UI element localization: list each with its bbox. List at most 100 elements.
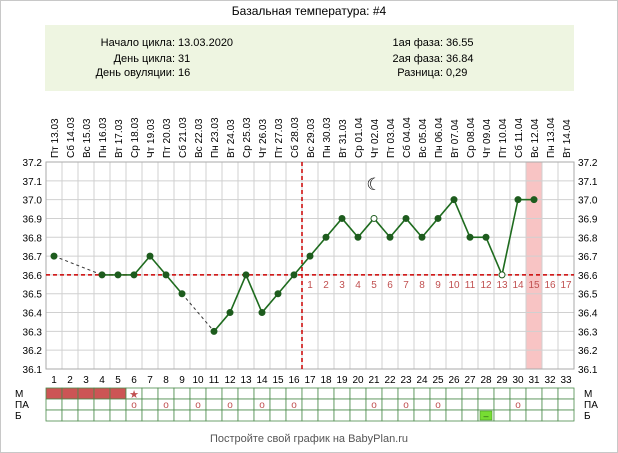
temperature-segment xyxy=(421,217,439,238)
temperature-segment xyxy=(229,274,247,313)
ovulation-day-value: 16 xyxy=(178,67,191,79)
b-row-cell xyxy=(557,409,575,422)
day-label: 32 xyxy=(544,375,556,386)
menses-row-cell xyxy=(189,387,207,400)
day-label: 12 xyxy=(224,375,236,386)
day-label: 5 xyxy=(115,375,121,386)
menses-row-cell xyxy=(285,387,303,400)
b-row-cell xyxy=(61,409,79,422)
menses-row-cell xyxy=(109,387,127,400)
date-label: Ср 18.03 xyxy=(130,117,141,158)
temperature-segment-dashed xyxy=(53,255,103,276)
temperature-segment xyxy=(485,236,503,276)
date-label: Чт 09.04 xyxy=(482,119,493,158)
date-label: Пн 30.03 xyxy=(322,117,333,158)
diff-label: Разница: xyxy=(397,67,443,79)
y-tick-label-left: 36.4 xyxy=(23,309,43,320)
b-row-cell xyxy=(141,409,159,422)
date-label: Вт 24.03 xyxy=(226,119,237,158)
date-label: Сб 11.04 xyxy=(513,118,525,158)
temperature-point xyxy=(466,233,474,241)
menses-row-cell xyxy=(157,387,175,400)
pa-row-cell xyxy=(525,398,543,411)
menses-row-cell xyxy=(461,387,479,400)
y-tick-label-right: 36.5 xyxy=(578,290,598,301)
luteal-day-label: 9 xyxy=(435,280,441,291)
day-label: 22 xyxy=(384,375,396,386)
menses-row-cell xyxy=(429,387,447,400)
y-tick-label-right: 36.1 xyxy=(578,365,598,376)
luteal-day-label: 6 xyxy=(387,280,393,291)
y-tick-label-left: 37.1 xyxy=(23,177,43,188)
temperature-point xyxy=(178,290,186,298)
day-label: 3 xyxy=(83,375,89,386)
b-row-cell xyxy=(301,409,319,422)
menses-row-cell xyxy=(477,387,495,400)
day-label: 9 xyxy=(179,375,185,386)
pa-row-cell xyxy=(269,398,287,411)
temperature-point xyxy=(242,271,250,279)
pa-row-cell xyxy=(333,398,351,411)
day-label: 30 xyxy=(512,375,524,386)
temperature-point xyxy=(98,271,106,279)
luteal-day-label: 11 xyxy=(465,280,476,291)
day-label: 21 xyxy=(368,375,380,386)
day-label: 6 xyxy=(131,375,137,386)
menses-row-cell xyxy=(445,387,463,400)
b-marker xyxy=(479,410,493,421)
row-label-right: Б xyxy=(584,411,591,422)
temperature-point xyxy=(146,252,154,260)
date-label: Вт 07.04 xyxy=(450,119,461,158)
b-row-cell xyxy=(333,409,351,422)
temperature-point xyxy=(322,233,330,241)
b-row-cell xyxy=(157,409,175,422)
luteal-day-label: 14 xyxy=(512,280,524,291)
day-label: 33 xyxy=(560,375,572,386)
moon-icon: ☾ xyxy=(366,175,381,194)
luteal-day-label: 3 xyxy=(339,280,345,291)
temperature-segment xyxy=(309,236,327,257)
pa-marker: o xyxy=(515,400,521,411)
plot-border xyxy=(45,161,575,370)
y-tick-label-left: 36.8 xyxy=(23,233,43,244)
menses-row-cell xyxy=(349,387,367,400)
temperature-point xyxy=(130,271,138,279)
y-tick-label-right: 37.2 xyxy=(578,158,598,169)
day-label: 13 xyxy=(240,375,252,386)
y-tick-label-right: 36.4 xyxy=(578,309,598,320)
b-row-cell xyxy=(349,409,367,422)
b-row-cell xyxy=(269,409,287,422)
menses-row-cell xyxy=(253,387,271,400)
temperature-point xyxy=(290,271,298,279)
y-tick-label-right: 37.1 xyxy=(578,177,598,188)
day-label: 26 xyxy=(448,375,460,386)
temperature-point xyxy=(162,271,170,279)
temperature-segment xyxy=(133,255,151,276)
menses-row-cell xyxy=(61,387,79,400)
date-label: Чт 02.04 xyxy=(370,119,381,158)
footer-text: Постройте свой график на BabyPlan.ru xyxy=(209,433,409,445)
b-row-cell xyxy=(93,409,111,422)
b-row-cell xyxy=(317,409,335,422)
highlight-column xyxy=(526,162,542,369)
day-label: 2 xyxy=(67,375,73,386)
day-label: 23 xyxy=(400,375,412,386)
temperature-point xyxy=(210,327,218,335)
ovulation-day-label: День овуляции: xyxy=(95,67,175,79)
temperature-point xyxy=(354,233,362,241)
menses-row-cell xyxy=(333,387,351,400)
date-label: Сб 21.03 xyxy=(177,117,189,158)
date-label: Пт 27.03 xyxy=(274,118,285,158)
b-row-cell xyxy=(397,409,415,422)
temperature-segment xyxy=(293,255,311,276)
day-label: 7 xyxy=(147,375,153,386)
day-label: 25 xyxy=(432,375,444,386)
pa-marker: o xyxy=(259,400,265,411)
menses-row-cell xyxy=(509,387,527,400)
b-row-cell xyxy=(541,409,559,422)
menses-row-cell xyxy=(173,387,191,400)
pa-row-cell xyxy=(557,398,575,411)
day-label: 11 xyxy=(209,375,220,386)
pa-row-cell xyxy=(205,398,223,411)
date-label: Пт 03.04 xyxy=(386,118,397,158)
